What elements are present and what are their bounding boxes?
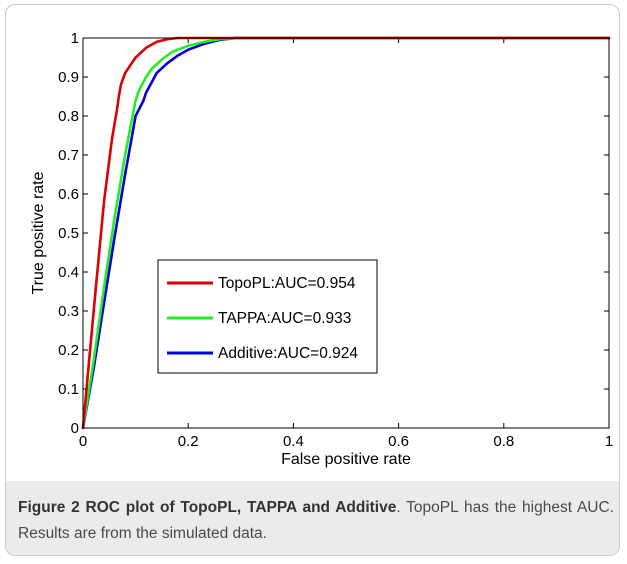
chart-area: 0 0.2 0.4 0.6 0.8 1 0 0.1 0.2 0.3 0.4 0.5 0.6 0.7 0.8 0…	[6, 5, 619, 481]
x-axis-label: False positive rate	[281, 451, 411, 468]
y-tick-label: 0.2	[58, 342, 79, 359]
y-tick-label: 1	[71, 30, 79, 47]
caption-band	[6, 481, 619, 555]
y-tick-label: 0.9	[58, 69, 79, 86]
roc-chart: 0 0.2 0.4 0.6 0.8 1 0 0.1 0.2 0.3 0.4 0.5 0.6 0.7 0.8 0…	[30, 30, 613, 468]
y-axis-label: True positive rate	[30, 171, 47, 294]
x-tick-label: 0.6	[388, 433, 409, 450]
x-tick-label: 0.4	[283, 433, 304, 450]
x-tick-label: 0	[79, 433, 87, 450]
plot-frame	[82, 37, 610, 429]
legend-entry: Additive:AUC=0.924	[218, 345, 358, 362]
series-line	[81, 36, 611, 430]
y-tick-label: 0.7	[58, 147, 79, 164]
y-tick-label: 0.8	[58, 108, 79, 125]
series-line	[81, 36, 611, 430]
caption-text: . TopoPL has the highest AUC. Results ar…	[18, 499, 615, 542]
y-tick-label: 0.3	[58, 303, 79, 320]
x-tick-label: 1	[605, 433, 613, 450]
y-tick-label: 0.5	[58, 225, 79, 242]
y-tick-label: 0.6	[58, 186, 79, 203]
legend: TopoPL:AUC=0.954 TAPPA:AUC=0.933 Additive:…	[157, 259, 378, 374]
legend-entry: TAPPA:AUC=0.933	[218, 310, 351, 327]
legend-entry: TopoPL:AUC=0.954	[218, 275, 356, 292]
y-tick-label: 0	[71, 420, 79, 437]
y-tick-label: 0.4	[58, 264, 79, 281]
series-line	[81, 36, 611, 430]
x-tick-label: 0.8	[493, 433, 514, 450]
caption-label: Figure 2 ROC plot of TopoPL, TAPPA and A…	[18, 499, 397, 516]
figure-container: 0 0.2 0.4 0.6 0.8 1 0 0.1 0.2 0.3 0.4 0.5 0.6 0.7 0.8 0…	[5, 4, 620, 556]
figure-caption: Figure 2 ROC plot of TopoPL, TAPPA and A…	[18, 495, 614, 547]
x-tick-label: 0.2	[178, 433, 199, 450]
series-layer	[81, 36, 611, 430]
y-tick-label: 0.1	[58, 381, 79, 398]
